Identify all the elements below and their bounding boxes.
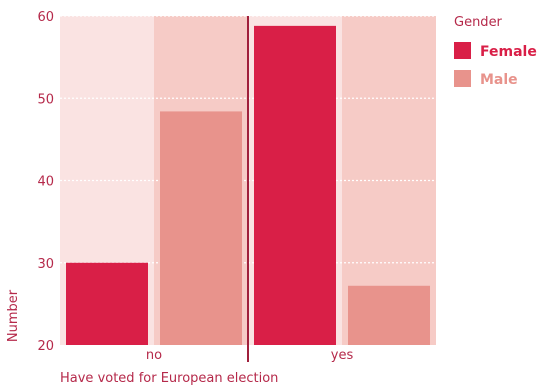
x-axis-title: Have voted for European election	[60, 371, 278, 386]
bar-no-female	[66, 262, 148, 345]
bar-yes-male	[348, 285, 430, 345]
x-tick-yes: yes	[331, 348, 354, 363]
y-tick-60: 60	[37, 10, 54, 25]
y-tick-20: 20	[37, 339, 54, 354]
x-tick-no: no	[146, 348, 162, 363]
y-axis-ticks: 20 30 40 50 60	[37, 10, 54, 354]
legend-label-female: Female	[480, 44, 537, 60]
y-tick-50: 50	[37, 92, 54, 107]
legend-label-male: Male	[480, 72, 518, 88]
y-tick-40: 40	[37, 175, 54, 190]
legend-swatch-male	[454, 70, 471, 87]
x-axis-ticks: no yes	[146, 348, 354, 363]
legend: Gender Female Male	[454, 15, 537, 88]
legend-title: Gender	[454, 15, 503, 30]
bar-no-male	[160, 111, 242, 345]
bars	[66, 25, 430, 346]
legend-swatch-female	[454, 42, 471, 59]
y-axis-title: Number	[6, 289, 21, 342]
y-tick-30: 30	[37, 257, 54, 272]
bar-yes-female	[254, 25, 336, 346]
